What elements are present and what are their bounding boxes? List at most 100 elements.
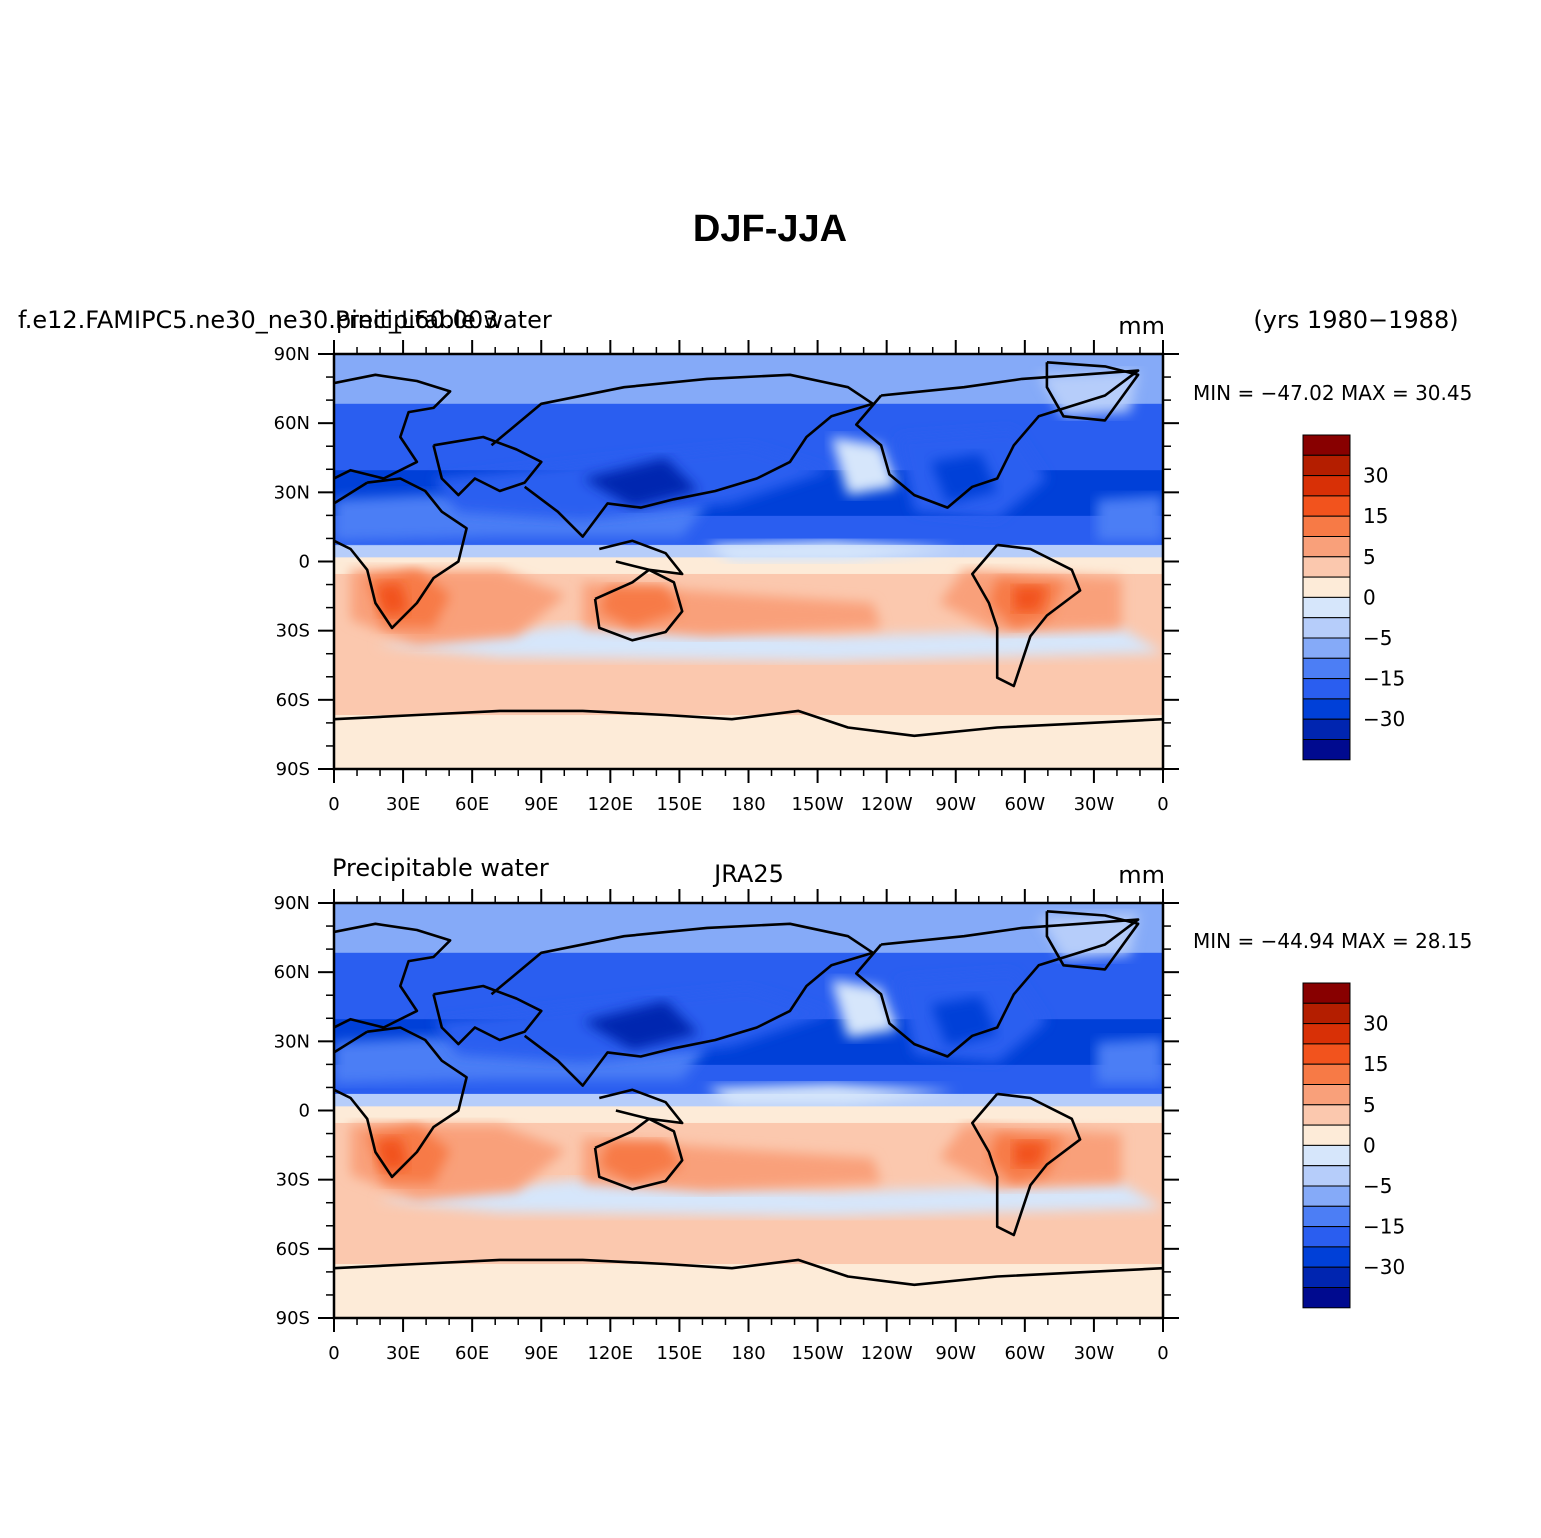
- panel-center-label: JRA25: [712, 860, 784, 888]
- coastline-9: [1045, 910, 1140, 971]
- colorbar-swatch: [1302, 536, 1351, 558]
- coastline-8: [334, 1258, 1163, 1287]
- colorbar-swatch: [1302, 1205, 1351, 1228]
- min-max-label: MIN = −44.94 MAX = 28.15: [1193, 929, 1472, 953]
- lon-tick-label: 120E: [587, 1343, 633, 1364]
- lon-tick-label: 60E: [455, 794, 489, 815]
- panel-units: mm: [1118, 312, 1165, 340]
- colorbar-swatch: [1302, 637, 1351, 659]
- colorbar-swatch: [1302, 475, 1351, 497]
- lat-tick-label: 90N: [274, 893, 310, 914]
- lon-tick-label: 60W: [1004, 794, 1045, 815]
- lon-tick-label: 120E: [587, 794, 633, 815]
- colorbar-label: 15: [1363, 504, 1388, 528]
- lon-tick-label: 30E: [386, 1343, 420, 1364]
- coastline-1: [334, 477, 468, 630]
- coastline-5: [593, 568, 684, 642]
- colorbar-swatch: [1302, 739, 1351, 761]
- coastline-0: [334, 373, 452, 480]
- lon-tick-label: 90W: [935, 794, 976, 815]
- lat-tick-label: 90S: [276, 759, 310, 780]
- lat-tick-label: 90N: [274, 344, 310, 365]
- coastline-4: [598, 539, 684, 576]
- colorbar-swatch: [1302, 1084, 1351, 1106]
- coastline-2: [432, 435, 543, 497]
- coastline-2: [432, 984, 543, 1046]
- coastline-5: [593, 1117, 684, 1191]
- colorbar-swatch: [1302, 617, 1351, 639]
- coastline-8: [334, 709, 1163, 738]
- coastline-1: [334, 1026, 468, 1179]
- colorbar-swatch: [1302, 515, 1351, 538]
- lat-tick-label: 30S: [276, 1170, 310, 1191]
- lon-tick-label: 150E: [657, 794, 703, 815]
- colorbar: 30 15 5 0 −5 −15 −30: [1302, 434, 1405, 761]
- lon-tick-label: 0: [328, 794, 339, 815]
- map-field: [334, 903, 1163, 1318]
- coastline-9: [1045, 361, 1140, 422]
- lat-tick-label: 30N: [274, 1031, 310, 1052]
- colorbar-swatch: [1302, 657, 1351, 680]
- lon-tick-label: 150W: [792, 794, 844, 815]
- colorbar-label: 5: [1363, 545, 1376, 569]
- lon-tick-label: 30W: [1074, 794, 1115, 815]
- lat-tick-label: 0: [299, 1101, 310, 1122]
- panel-left-label: Precipitable water: [332, 854, 549, 882]
- lon-tick-label: 60E: [455, 1343, 489, 1364]
- coastline-6: [855, 918, 1140, 1058]
- lon-tick-label: 0: [1157, 794, 1168, 815]
- lon-tick-label: 180: [731, 1343, 765, 1364]
- colorbar-swatch: [1302, 982, 1351, 1004]
- lat-tick-label: 30N: [274, 482, 310, 503]
- colorbar-swatch: [1302, 434, 1351, 456]
- colorbar-label: 30: [1363, 464, 1388, 488]
- colorbar-swatch: [1302, 495, 1351, 517]
- colorbar-swatch: [1302, 1287, 1351, 1309]
- lon-tick-label: 0: [1157, 1343, 1168, 1364]
- panel-left-label: f.e12.FAMIPC5.ne30_ne30.pinit_L60.003: [18, 306, 498, 334]
- colorbar-label: 0: [1363, 585, 1376, 609]
- lon-tick-label: 150E: [657, 1343, 703, 1364]
- colorbar-swatch: [1302, 1124, 1351, 1146]
- lat-tick-label: 30S: [276, 621, 310, 642]
- colorbar-swatch: [1302, 1266, 1351, 1288]
- colorbar-swatch: [1302, 556, 1351, 578]
- coastline-7: [971, 543, 1082, 688]
- colorbar-swatch: [1302, 596, 1351, 619]
- latitude-axis: 90N 60N 30N 0 30S 60S 90S: [274, 893, 1179, 1329]
- coastline-3: [490, 922, 875, 1087]
- lon-tick-label: 90W: [935, 1343, 976, 1364]
- lat-tick-label: 60N: [274, 413, 310, 434]
- lon-tick-label: 90E: [524, 794, 558, 815]
- min-max-label: MIN = −47.02 MAX = 30.45: [1193, 381, 1472, 405]
- coastline-6: [855, 369, 1140, 509]
- lon-tick-label: 60W: [1004, 1343, 1045, 1364]
- lat-tick-label: 60N: [274, 962, 310, 983]
- lon-tick-label: 180: [731, 794, 765, 815]
- colorbar-label: 30: [1363, 1012, 1388, 1036]
- coastline-7: [971, 1092, 1082, 1237]
- longitude-axis: 0 30E 60E 90E 120E 150E 180 150W 120W 90W 60W 30W 0: [328, 340, 1169, 815]
- panel-model: f.e12.FAMIPC5.ne30_ne30.pinit_L60.003 Pr…: [18, 306, 1472, 815]
- coastline-4: [598, 1088, 684, 1125]
- coastline-3: [490, 373, 875, 538]
- colorbar-swatch: [1302, 454, 1351, 477]
- panel-obs: Precipitable water JRA25 mm MIN = −44.94…: [274, 854, 1473, 1364]
- lon-tick-label: 30W: [1074, 1343, 1115, 1364]
- colorbar-label: −5: [1363, 1174, 1392, 1198]
- colorbar: 30 15 5 0 −5 −15 −30: [1302, 982, 1405, 1309]
- colorbar-label: 15: [1363, 1052, 1388, 1076]
- latitude-axis: 90N 60N 30N 0 30S 60S 90S: [274, 344, 1179, 780]
- lat-tick-label: 60S: [276, 690, 310, 711]
- colorbar-swatch: [1302, 1246, 1351, 1268]
- colorbar-label: −30: [1363, 707, 1405, 731]
- lon-tick-label: 0: [328, 1343, 339, 1364]
- lon-tick-label: 90E: [524, 1343, 558, 1364]
- panel-variable-label: Precipitable water: [335, 306, 552, 334]
- colorbar-label: −5: [1363, 626, 1392, 650]
- colorbar-swatch: [1302, 718, 1351, 741]
- colorbar-swatch: [1302, 576, 1351, 598]
- colorbar-label: −15: [1363, 1215, 1405, 1239]
- colorbar-swatch: [1302, 1104, 1351, 1126]
